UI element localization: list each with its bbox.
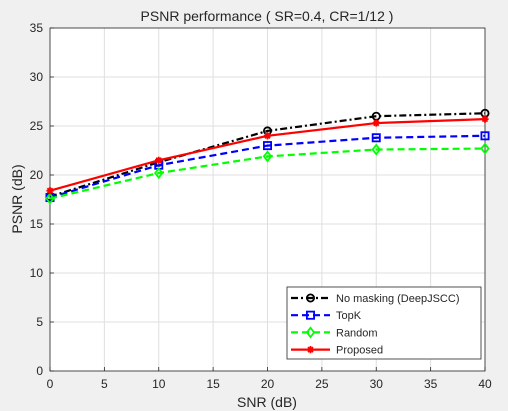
y-axis-label: PSNR (dB) — [9, 164, 25, 233]
y-tick-label: 15 — [30, 217, 44, 231]
series-line — [49, 147, 486, 200]
data-point — [480, 142, 490, 155]
y-tick-label: 35 — [30, 21, 44, 35]
y-tick-label: 10 — [30, 266, 44, 280]
legend-box — [286, 286, 482, 360]
legend-label: Proposed — [336, 345, 383, 357]
y-tick-label: 5 — [36, 315, 43, 329]
data-point — [306, 346, 315, 354]
legend-label: No masking (DeepJSCC) — [336, 293, 459, 305]
data-point — [45, 192, 55, 205]
y-tick-label: 0 — [36, 364, 43, 378]
series-proposed — [46, 115, 489, 195]
data-point — [305, 293, 315, 303]
x-tick-label: 15 — [206, 377, 220, 391]
data-point — [305, 310, 315, 320]
data-point — [371, 143, 381, 156]
data-point — [262, 141, 272, 151]
data-point — [371, 133, 381, 143]
x-tick-label: 10 — [152, 377, 166, 391]
data-point — [263, 132, 272, 140]
data-point — [154, 166, 164, 180]
series-layer — [45, 108, 490, 205]
legend-item: TopK — [291, 310, 362, 322]
series-line — [49, 134, 486, 199]
legend-label: TopK — [336, 310, 362, 322]
legend-label: Random — [336, 327, 378, 339]
data-point — [372, 119, 380, 127]
x-tick-label: 35 — [424, 377, 438, 391]
legend: No masking (DeepJSCC) TopK Random Proposed — [286, 286, 482, 360]
data-point — [262, 150, 273, 163]
legend-item: Random — [291, 326, 378, 339]
y-axis: 0 5 10 15 20 25 30 35 — [30, 21, 54, 378]
x-axis-label: SNR (dB) — [237, 394, 297, 410]
data-point — [481, 115, 489, 123]
x-tick-label: 5 — [101, 377, 108, 391]
x-tick-label: 40 — [478, 377, 492, 391]
legend-item: Proposed — [291, 345, 383, 357]
series-random — [45, 142, 490, 205]
data-point — [46, 187, 54, 195]
data-point — [480, 131, 490, 141]
data-point — [305, 326, 316, 339]
x-axis: 0 5 10 15 20 25 30 35 40 — [47, 367, 492, 391]
x-tick-label: 20 — [261, 377, 275, 391]
y-tick-label: 30 — [30, 70, 44, 84]
x-tick-label: 0 — [47, 377, 54, 391]
y-tick-label: 25 — [30, 119, 44, 133]
y-tick-label: 20 — [30, 168, 44, 182]
series-line — [49, 112, 486, 198]
x-tick-label: 25 — [315, 377, 329, 391]
data-point — [155, 156, 163, 164]
legend-item: No masking (DeepJSCC) — [291, 293, 459, 305]
chart-title: PSNR performance ( SR=0.4, CR=1/12 ) — [141, 8, 394, 24]
x-tick-label: 30 — [370, 377, 384, 391]
